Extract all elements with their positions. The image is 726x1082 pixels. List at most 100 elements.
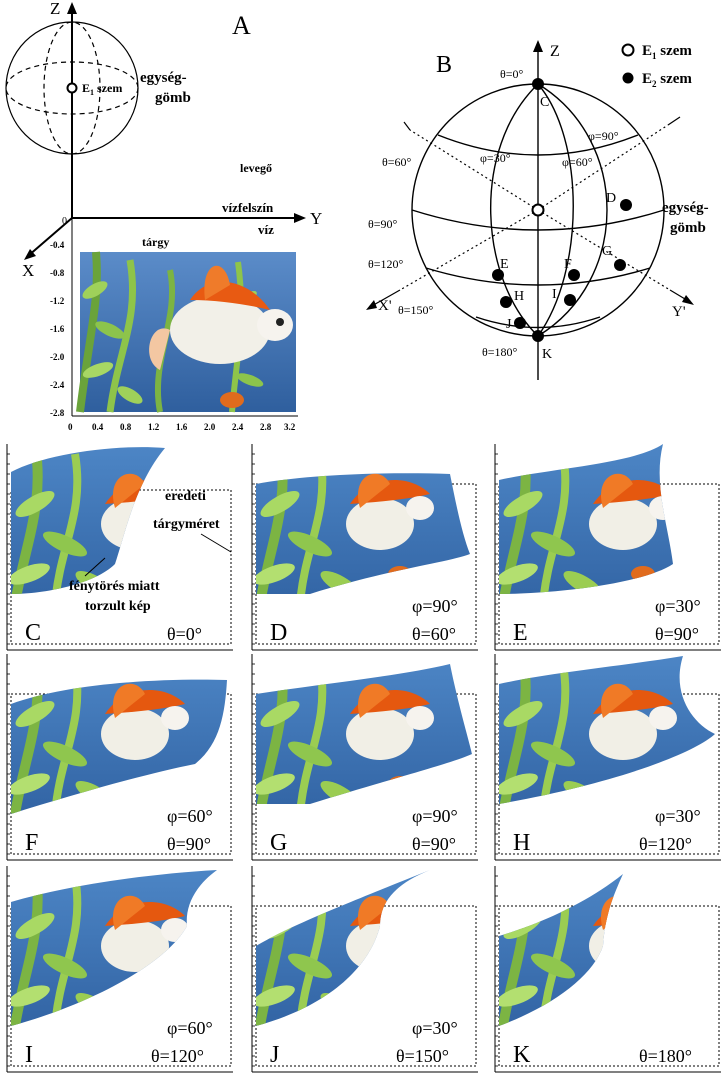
panel-a-letter: A <box>232 11 251 40</box>
theta-150-label: θ=150° <box>398 303 434 317</box>
annotation-original-1: eredeti <box>165 489 206 504</box>
annotation-original-2: tárgyméret <box>153 517 220 532</box>
point-g-label: G <box>602 244 612 259</box>
view-g-svg: G φ=90° θ=90° <box>251 654 478 861</box>
theta-180-label: θ=180° <box>482 345 518 359</box>
eye-e1-marker <box>66 82 78 94</box>
svg-text:2.0: 2.0 <box>204 422 216 432</box>
view-d-svg: D φ=90° θ=60° <box>251 444 478 651</box>
svg-text:0: 0 <box>68 422 73 432</box>
distorted-image <box>256 473 470 594</box>
z-arrow-b <box>533 40 543 52</box>
view-c-svg: C θ=0° eredeti tárgyméret fénytörés miat… <box>6 444 233 651</box>
view-f-scale-ticks <box>7 663 10 855</box>
xtick-labels-a: 0 0.4 0.8 1.2 1.6 2.0 2.4 2.8 3.2 <box>68 422 296 432</box>
view-theta-label: θ=60° <box>412 624 456 644</box>
y-arrow-a <box>294 213 306 223</box>
view-k: K θ=180° <box>493 866 723 1074</box>
view-theta-label: θ=180° <box>639 1046 692 1066</box>
view-letter: D <box>270 620 287 646</box>
annotation-distortion-1: fénytörés miatt <box>69 579 160 594</box>
svg-text:1.2: 1.2 <box>148 422 160 432</box>
axis-x-b: X' <box>378 298 392 314</box>
distorted-image <box>11 679 227 815</box>
view-h-svg: H φ=30° θ=120° <box>494 654 721 861</box>
view-i: I φ=60° θ=120° <box>5 866 235 1074</box>
view-letter: F <box>25 830 38 856</box>
svg-text:2.4: 2.4 <box>232 422 244 432</box>
view-letter: C <box>25 620 41 646</box>
point-e <box>492 269 504 281</box>
point-g <box>614 259 626 271</box>
axes-a <box>27 6 300 257</box>
legend-filled-marker <box>622 72 634 84</box>
point-k-label: K <box>542 347 552 362</box>
eye-e1-label: E1 szem <box>82 81 122 97</box>
phi-labels-b: φ=30° φ=60° φ=90° <box>480 129 619 169</box>
theta-120-label: θ=120° <box>368 257 404 271</box>
point-h <box>500 296 512 308</box>
distorted-image <box>256 870 430 1026</box>
view-j-scale-ticks <box>252 875 255 1067</box>
axis-x-a: X <box>22 261 34 280</box>
view-d: D φ=90° θ=60° <box>250 444 480 652</box>
view-points-b: C D E F G H I J K <box>492 78 632 362</box>
view-g-scale-ticks <box>252 663 255 855</box>
point-e-label: E <box>500 257 509 272</box>
x-arrow-a <box>24 249 36 260</box>
phi-90-label: φ=90° <box>588 129 619 143</box>
legend-e2-label: E2 szem <box>642 71 692 89</box>
point-j <box>514 317 526 329</box>
point-i <box>564 294 576 306</box>
sphere-label-b-2: gömb <box>670 220 706 236</box>
object-image <box>76 251 296 413</box>
view-j: J φ=30° θ=150° <box>250 866 480 1074</box>
point-f <box>568 269 580 281</box>
point-h-label: H <box>514 289 524 304</box>
view-theta-label: θ=90° <box>412 834 456 854</box>
view-i-scale-ticks <box>7 875 10 1067</box>
air-label: levegő <box>240 161 272 175</box>
z-arrow-a <box>67 2 77 14</box>
point-i-label: I <box>552 287 557 302</box>
view-k-svg: K θ=180° <box>494 866 721 1073</box>
sphere-label-a-1: egység- <box>140 70 187 86</box>
sphere-label-a-2: gömb <box>155 90 191 106</box>
point-k <box>532 330 544 342</box>
view-k-scale-ticks <box>495 875 498 1067</box>
view-phi-label: φ=60° <box>167 806 213 826</box>
view-letter: J <box>270 1042 279 1068</box>
svg-text:3.2: 3.2 <box>284 422 296 432</box>
view-letter: E <box>513 620 528 646</box>
theta-labels-b: θ=0° θ=60° θ=90° θ=120° θ=150° θ=180° <box>368 67 524 359</box>
view-theta-label: θ=120° <box>639 834 692 854</box>
svg-text:-2.8: -2.8 <box>50 408 65 418</box>
point-d <box>620 199 632 211</box>
object-label: tárgy <box>142 235 169 249</box>
point-c-label: C <box>540 95 549 110</box>
view-phi-label: φ=90° <box>412 806 458 826</box>
view-theta-label: θ=120° <box>151 1046 204 1066</box>
view-g: G φ=90° θ=90° <box>250 654 480 862</box>
axis-z-b: Z <box>550 43 560 60</box>
view-phi-label: φ=90° <box>412 596 458 616</box>
ytick-labels-a: -0.4 -0.8 -1.2 -1.6 -2.0 -2.4 -2.8 <box>50 240 65 418</box>
object-ticks-a <box>71 218 298 417</box>
water-label: víz <box>258 222 274 237</box>
svg-text:-0.4: -0.4 <box>50 240 65 250</box>
view-letter: G <box>270 830 287 856</box>
view-letter: K <box>513 1042 531 1068</box>
view-letter: I <box>25 1042 33 1068</box>
view-h: H φ=30° θ=120° <box>493 654 723 862</box>
point-d-label: D <box>606 191 616 206</box>
theta-60-label: θ=60° <box>382 155 412 169</box>
axis-y-a: Y <box>310 209 322 228</box>
phi-60-label: φ=60° <box>562 155 593 169</box>
point-c <box>532 78 544 90</box>
svg-text:-1.6: -1.6 <box>50 324 65 334</box>
view-c: C θ=0° eredeti tárgyméret fénytörés miat… <box>5 444 235 652</box>
distorted-image <box>11 870 217 1026</box>
view-e-scale-ticks <box>495 453 498 645</box>
panel-b: B E1 szem E2 szem Z X' Y' egység- gömb <box>366 40 709 380</box>
view-theta-label: θ=90° <box>167 834 211 854</box>
